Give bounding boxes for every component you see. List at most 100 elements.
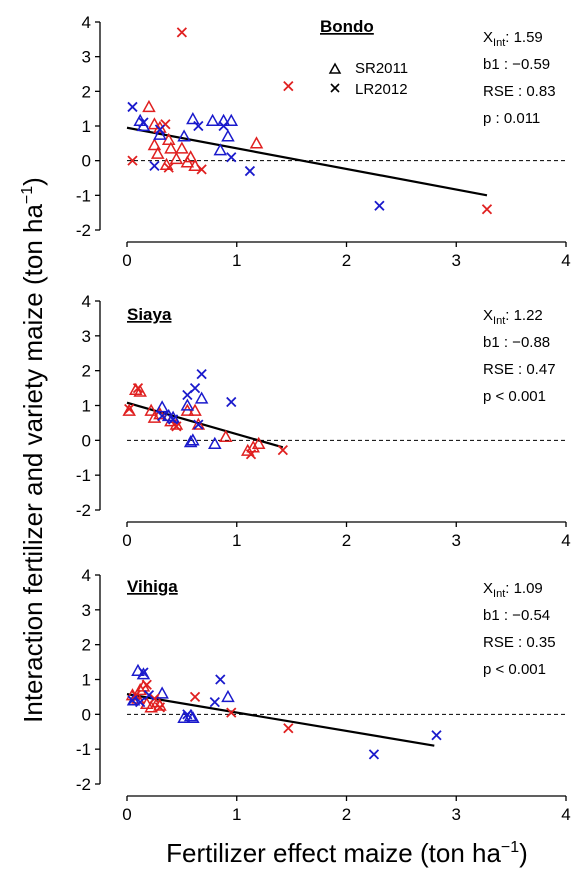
x-tick-label: 1 [232,251,241,270]
data-point-cross [141,679,152,690]
data-point-cross [277,444,288,456]
stat-p: p : 0.011 [483,110,540,127]
data-point-triangle [180,398,195,411]
data-point-cross [154,702,166,713]
stat-b1: b1 : −0.88 [483,334,550,351]
x-tick-label: 0 [122,531,131,550]
regression-line [126,126,488,197]
data-point-cross [163,162,174,173]
data-point-triangle [251,436,266,449]
x-tick-label: 4 [561,805,570,824]
panel-axes: -2 -1 0 1 2 3 4 0 1 2 3 4 [76,13,571,270]
data-point-cross [244,165,256,177]
data-point-cross [176,27,188,38]
y-tick-label: 3 [82,327,91,346]
x-tick-label: 1 [232,805,241,824]
panel-axes: -2 -1 0 1 2 3 4 0 1 2 3 4 [76,566,571,824]
data-point-cross [154,124,166,135]
panel-siaya: -2 -1 0 1 2 3 4 0 1 2 3 4 Siaya XInt: 1.22 b1 : −0.… [76,292,571,550]
data-point-cross [196,369,207,380]
data-point-triangle [169,151,184,165]
data-point-cross [143,690,155,701]
legend-entry-cross: LR2012 [330,81,408,98]
data-point-cross [431,730,442,741]
y-tick-label: 2 [82,636,91,655]
panel-bondo: -2 -1 0 1 2 3 4 0 1 2 3 4 Bondo SR2011 LR2012 XInt:… [76,13,571,270]
data-point-cross [138,667,149,678]
stat-rse: RSE : 0.83 [483,83,556,100]
stat-rse: RSE : 0.47 [483,361,556,378]
data-point-cross [374,200,385,211]
data-point-triangle [208,436,222,449]
stat-p: p < 0.001 [483,388,546,405]
x-axis-title: Fertilizer effect maize (ton ha−1) [166,838,528,868]
stats-block: XInt: 1.09 b1 : −0.54 RSE : 0.35 p < 0.0… [483,580,556,678]
y-tick-label: 4 [82,13,91,32]
data-point-cross [156,410,168,422]
data-point-cross [182,709,193,720]
stat-b1: b1 : −0.59 [483,56,550,73]
y-tick-label: 2 [82,362,91,381]
y-tick-label: 1 [82,117,91,136]
y-tick-label: 0 [82,152,91,171]
x-tick-label: 0 [122,251,131,270]
stats-block: XInt: 1.59 b1 : −0.59 RSE : 0.83 p : 0.0… [483,29,556,127]
panel-marks [125,663,566,760]
stat-xint: XInt: 1.22 [483,307,543,327]
stat-xint: XInt: 1.09 [483,580,543,600]
x-tick-label: 2 [342,251,351,270]
data-point-triangle [144,403,158,416]
data-point-cross [124,403,135,415]
data-point-triangle [205,113,220,126]
data-point-triangle [219,429,233,442]
data-point-cross [193,419,204,430]
data-point-triangle [136,667,151,680]
data-point-cross [283,723,294,734]
data-point-triangle [150,146,165,159]
data-point-triangle [177,129,191,142]
data-point-cross [189,382,201,394]
site-label: Vihiga [127,577,178,596]
cross-marker-icon [330,83,340,93]
data-point-cross [127,101,138,113]
y-tick-label: -2 [76,221,91,240]
data-point-triangle [221,689,235,703]
data-point-cross [218,120,229,132]
data-point-triangle [142,99,156,113]
data-point-cross [149,160,160,172]
x-tick-label: 3 [452,251,461,270]
data-point-cross [193,120,204,132]
data-point-triangle [164,141,178,154]
data-point-cross [127,695,138,706]
y-tick-label: 1 [82,397,91,416]
y-tick-label: -1 [76,466,91,485]
data-point-triangle [122,403,136,416]
y-tick-label: -2 [76,501,91,520]
data-point-cross [149,693,160,704]
triangle-marker-icon [328,62,342,74]
stat-b1: b1 : −0.54 [483,607,550,624]
panel-marks [126,27,566,215]
stats-block: XInt: 1.22 b1 : −0.88 RSE : 0.47 p < 0.0… [483,307,556,405]
data-point-triangle [186,112,200,125]
data-point-triangle [224,113,239,126]
x-tick-label: 2 [342,805,351,824]
y-tick-label: -2 [76,775,91,794]
x-tick-label: 3 [452,531,461,550]
stat-p: p < 0.001 [483,661,546,678]
y-tick-label: 3 [82,48,91,67]
y-tick-label: 3 [82,601,91,620]
x-tick-label: 0 [122,805,131,824]
y-tick-label: 0 [82,431,91,450]
x-tick-label: 2 [342,531,351,550]
y-tick-label: 1 [82,671,91,690]
data-point-triangle [213,143,228,156]
legend-entry-triangle: SR2011 [328,60,408,77]
stat-xint: XInt: 1.59 [483,29,543,49]
data-point-cross [226,152,237,163]
data-point-cross [226,396,237,408]
data-point-cross [189,691,201,703]
data-point-cross [132,382,144,394]
data-point-triangle [153,127,167,140]
